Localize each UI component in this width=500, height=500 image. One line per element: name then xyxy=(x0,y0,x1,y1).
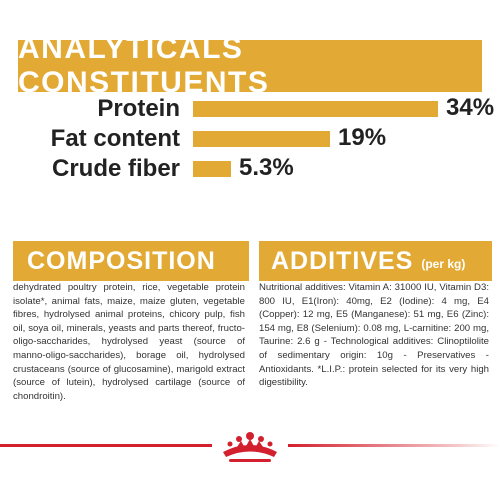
row-fat: Fat content xyxy=(0,124,180,154)
row-label-protein: Protein xyxy=(97,95,180,122)
row-label-fiber: Crude fiber xyxy=(51,155,180,182)
bar-value-protein: 34% xyxy=(446,94,495,121)
additives-title: ADDITIVES xyxy=(271,246,414,275)
additives-subtitle: (per kg) xyxy=(421,257,466,271)
additives-header: ADDITIVES (per kg) xyxy=(259,241,492,281)
composition-title: COMPOSITION xyxy=(27,246,216,275)
analytical-title: ANALYTICALS CONSTITUENTS xyxy=(18,32,270,99)
analytical-title-banner: ANALYTICALS CONSTITUENTS xyxy=(18,32,482,99)
bar-value-fat: 19% xyxy=(338,124,387,151)
crown-logo-icon xyxy=(223,432,277,462)
bar-fat xyxy=(193,131,330,147)
composition-text: dehydrated poultry protein, rice, vegeta… xyxy=(13,282,245,402)
additives-text: Nutritional additives: Vitamin A: 31000 … xyxy=(259,282,489,389)
footer-red-line-right xyxy=(288,444,500,447)
composition-header: COMPOSITION xyxy=(13,241,249,281)
bar-protein xyxy=(193,101,438,117)
footer-red-line-left xyxy=(0,444,212,447)
row-fiber: Crude fiber xyxy=(0,154,180,184)
row-protein: Protein xyxy=(0,94,180,124)
bar-value-fiber: 5.3% xyxy=(239,154,294,181)
row-label-fat: Fat content xyxy=(50,125,180,152)
bar-fiber xyxy=(193,161,231,177)
